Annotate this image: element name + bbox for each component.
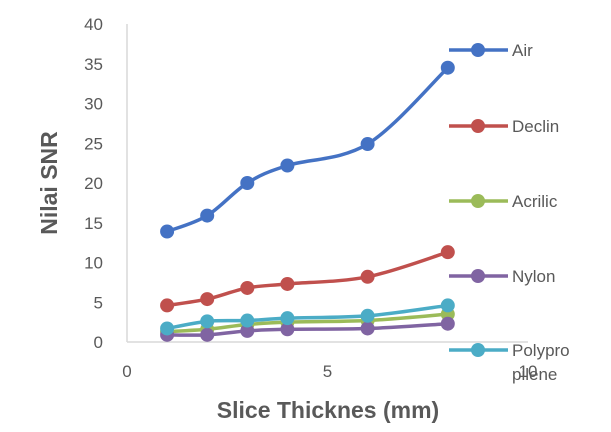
data-point (280, 158, 295, 173)
series-1 (160, 245, 455, 313)
legend: Air Declin Acrilic Nylon Polypro pilene (449, 41, 570, 384)
legend-label: Acrilic (512, 192, 558, 211)
data-point (240, 280, 255, 295)
y-tick-labels: 0 5 10 15 20 25 30 35 40 (84, 15, 103, 352)
legend-label: Declin (512, 117, 559, 136)
series-0 (160, 60, 455, 239)
y-tick-label: 25 (84, 134, 103, 153)
y-tick-label: 30 (84, 95, 103, 114)
data-point (280, 311, 295, 326)
legend-item: Declin (449, 117, 559, 136)
series-line (166, 66, 450, 234)
data-point (200, 327, 215, 342)
axes (126, 24, 528, 343)
legend-marker (471, 343, 485, 357)
data-point (200, 292, 215, 307)
legend-marker (471, 194, 485, 208)
x-axis-title: Slice Thicknes (mm) (217, 397, 439, 423)
series-lines (160, 60, 455, 342)
data-point (160, 321, 175, 336)
data-point (160, 224, 175, 239)
data-point (360, 308, 375, 323)
data-point (440, 245, 455, 260)
data-point (280, 276, 295, 291)
data-point (360, 321, 375, 336)
y-tick-label: 35 (84, 55, 103, 74)
y-tick-label: 5 (94, 293, 103, 312)
legend-item: Acrilic (449, 192, 558, 211)
data-point (440, 298, 455, 313)
y-tick-label: 0 (94, 333, 103, 352)
legend-marker (471, 43, 485, 57)
legend-marker (471, 269, 485, 283)
x-tick-labels: 0 5 10 (122, 362, 537, 381)
legend-item: Polypro pilene (449, 341, 570, 384)
y-tick-label: 15 (84, 214, 103, 233)
y-tick-label: 20 (84, 174, 103, 193)
legend-label: Polypro pilene (512, 341, 570, 384)
data-point (200, 208, 215, 223)
legend-marker (471, 119, 485, 133)
series-4 (160, 298, 455, 336)
y-tick-label: 10 (84, 254, 103, 273)
x-tick-label: 0 (122, 362, 131, 381)
x-tick-label: 5 (323, 362, 332, 381)
data-point (240, 176, 255, 190)
data-point (440, 316, 455, 331)
data-point (200, 314, 215, 329)
legend-label: Nylon (512, 267, 555, 286)
data-point (160, 298, 175, 313)
data-point (240, 313, 255, 328)
data-point (240, 323, 255, 338)
data-point (440, 60, 455, 75)
legend-item: Nylon (449, 267, 555, 286)
data-point (360, 137, 375, 152)
legend-label: Air (512, 41, 533, 60)
legend-item: Air (449, 41, 533, 60)
y-axis-title: Nilai SNR (36, 131, 62, 235)
data-point (280, 322, 295, 337)
data-point (360, 269, 375, 284)
x-tick-label: 10 (519, 362, 538, 381)
y-tick-label: 40 (84, 15, 103, 34)
